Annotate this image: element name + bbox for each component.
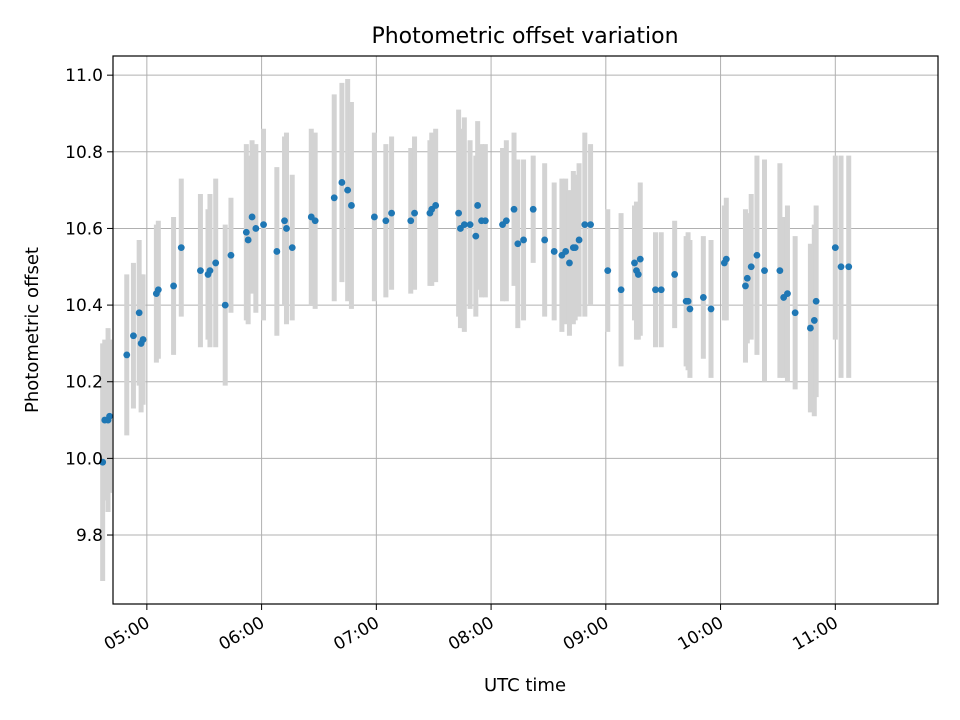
data-point bbox=[455, 209, 463, 217]
data-point bbox=[338, 179, 346, 186]
data-point bbox=[283, 225, 290, 232]
data-point bbox=[617, 286, 625, 294]
data-point bbox=[604, 267, 612, 275]
data-point bbox=[520, 236, 527, 244]
data-point bbox=[831, 244, 839, 252]
y-tick-label: 10.4 bbox=[65, 296, 103, 316]
data-point bbox=[581, 221, 589, 229]
data-point bbox=[784, 290, 791, 297]
data-point bbox=[472, 232, 480, 240]
data-point bbox=[411, 209, 418, 217]
data-point bbox=[514, 240, 522, 248]
data-point bbox=[466, 221, 474, 229]
data-point bbox=[130, 332, 137, 340]
data-point bbox=[212, 259, 220, 267]
data-point bbox=[742, 282, 749, 290]
data-point bbox=[587, 221, 594, 229]
data-point bbox=[747, 263, 755, 271]
y-tick-label: 10.6 bbox=[65, 219, 103, 239]
data-point bbox=[248, 213, 256, 221]
data-point bbox=[273, 248, 281, 255]
data-point bbox=[474, 202, 482, 209]
data-point bbox=[550, 248, 558, 255]
data-point bbox=[432, 202, 440, 209]
data-point bbox=[288, 244, 296, 252]
data-point bbox=[699, 294, 707, 301]
data-point bbox=[260, 221, 267, 229]
y-tick-label: 10.2 bbox=[65, 373, 103, 393]
data-point bbox=[810, 317, 818, 324]
data-point bbox=[684, 297, 692, 305]
y-tick-label: 9.8 bbox=[76, 526, 103, 546]
data-point bbox=[123, 351, 131, 359]
data-point bbox=[311, 217, 319, 225]
data-point bbox=[652, 286, 659, 294]
data-point bbox=[510, 205, 518, 213]
data-point bbox=[197, 267, 204, 275]
data-point bbox=[252, 225, 260, 232]
data-point bbox=[845, 263, 853, 271]
data-point bbox=[743, 274, 751, 282]
data-point bbox=[837, 263, 845, 271]
data-point bbox=[481, 217, 489, 225]
data-point bbox=[177, 244, 185, 252]
data-point bbox=[776, 267, 784, 275]
data-point bbox=[636, 255, 644, 263]
data-point bbox=[657, 286, 665, 294]
data-point bbox=[348, 202, 355, 209]
data-point bbox=[388, 209, 395, 217]
data-point bbox=[634, 271, 642, 278]
data-point bbox=[631, 259, 638, 267]
plot-frame bbox=[112, 55, 939, 605]
data-point bbox=[562, 248, 570, 255]
y-tick-label: 11.0 bbox=[65, 66, 103, 86]
data-point bbox=[791, 309, 799, 317]
data-point bbox=[139, 336, 147, 343]
y-tick-label: 10.8 bbox=[65, 143, 103, 163]
data-point bbox=[206, 267, 214, 275]
data-point bbox=[382, 217, 390, 225]
data-point bbox=[370, 213, 378, 221]
data-point bbox=[686, 305, 694, 313]
data-points bbox=[99, 179, 853, 466]
data-point bbox=[227, 251, 235, 259]
data-point bbox=[502, 217, 510, 225]
data-point bbox=[170, 282, 177, 290]
data-point bbox=[135, 309, 143, 317]
data-point bbox=[529, 205, 537, 213]
x-axis-label: UTC time bbox=[484, 675, 566, 696]
data-point bbox=[106, 412, 113, 420]
data-point bbox=[575, 236, 583, 244]
data-point bbox=[541, 236, 549, 244]
y-axis-label: Photometric offset bbox=[22, 247, 43, 413]
data-point bbox=[722, 255, 730, 263]
data-point bbox=[407, 217, 415, 225]
data-point bbox=[812, 297, 820, 305]
data-point bbox=[571, 244, 579, 252]
data-point bbox=[330, 194, 338, 202]
data-point bbox=[281, 217, 288, 225]
data-point bbox=[99, 458, 107, 466]
data-point bbox=[244, 236, 252, 244]
data-point bbox=[566, 259, 573, 267]
data-point bbox=[707, 305, 715, 313]
data-point bbox=[753, 251, 761, 259]
data-point bbox=[807, 324, 814, 332]
data-point bbox=[761, 267, 768, 275]
data-point bbox=[671, 271, 679, 278]
data-point bbox=[344, 186, 352, 194]
data-point bbox=[242, 228, 250, 236]
data-point bbox=[221, 301, 229, 309]
chart-title: Photometric offset variation bbox=[371, 24, 678, 49]
y-tick-label: 10.0 bbox=[65, 449, 103, 469]
data-point bbox=[460, 221, 468, 229]
data-point bbox=[154, 286, 162, 294]
